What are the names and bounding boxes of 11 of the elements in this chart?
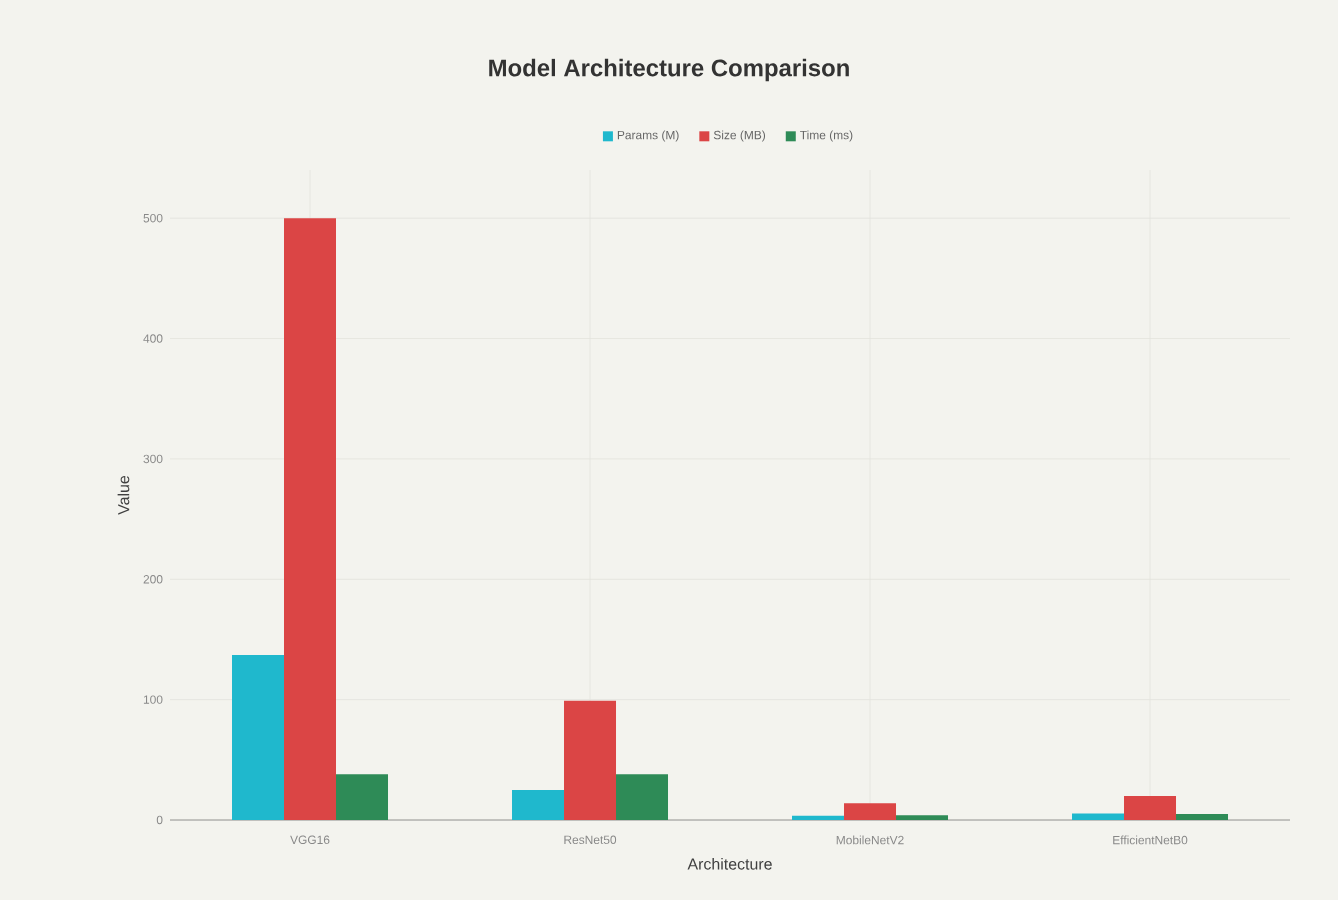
bar (844, 803, 897, 820)
bar (1176, 813, 1229, 820)
bar (1124, 795, 1177, 820)
bar (232, 655, 284, 820)
bar (512, 789, 565, 820)
bar (336, 774, 389, 820)
chart-title: Model Architecture Comparison (489, 58, 849, 82)
bar (616, 774, 669, 820)
bar (564, 700, 617, 820)
bar (284, 218, 336, 820)
bar (1072, 813, 1125, 820)
